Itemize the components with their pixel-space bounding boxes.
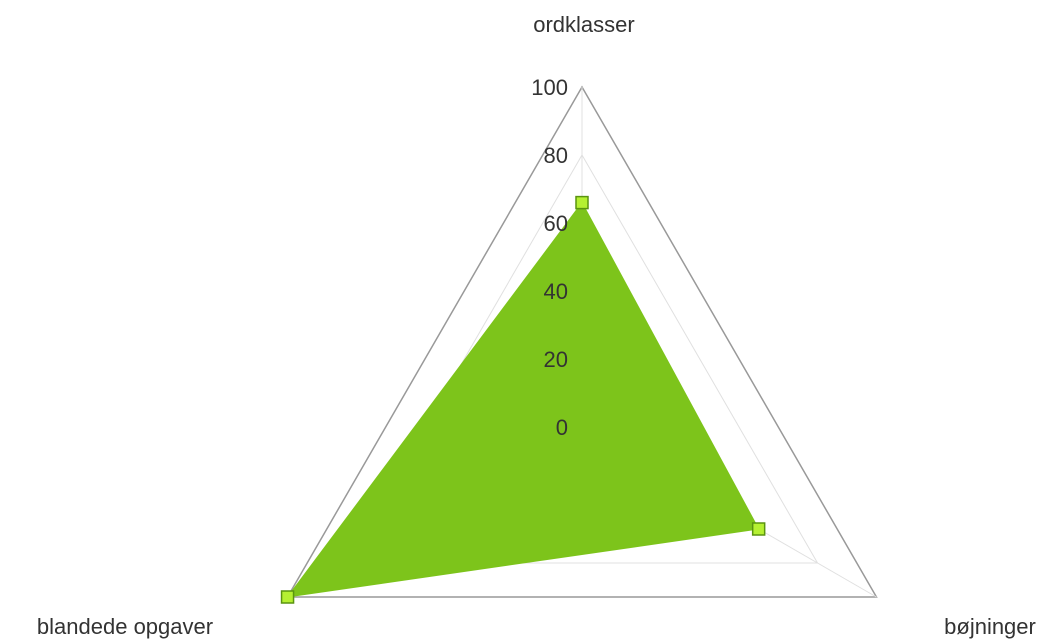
grid-ring-100 [286,85,878,598]
radar-markers [280,195,766,604]
grid-ring-80 [345,153,819,564]
data-point-0 [575,195,589,210]
data-point-1 [751,522,766,536]
tick-label-40: 40 [544,279,568,304]
series-polygon [286,201,760,598]
tick-label-60: 60 [544,211,568,236]
axis-label-blandede-opgaver: blandede opgaver [37,614,213,639]
radar-series-area [286,201,760,598]
axis-label-ordklasser: ordklasser [533,12,634,37]
tick-label-20: 20 [544,347,568,372]
tick-label-80: 80 [544,143,568,168]
axis-label-bojninger: bøjninger [944,614,1036,639]
tick-label-100: 100 [531,75,568,100]
data-point-2 [280,590,295,604]
tick-label-0: 0 [556,415,568,440]
radar-tick-labels: 0 20 40 60 80 100 [531,75,568,440]
